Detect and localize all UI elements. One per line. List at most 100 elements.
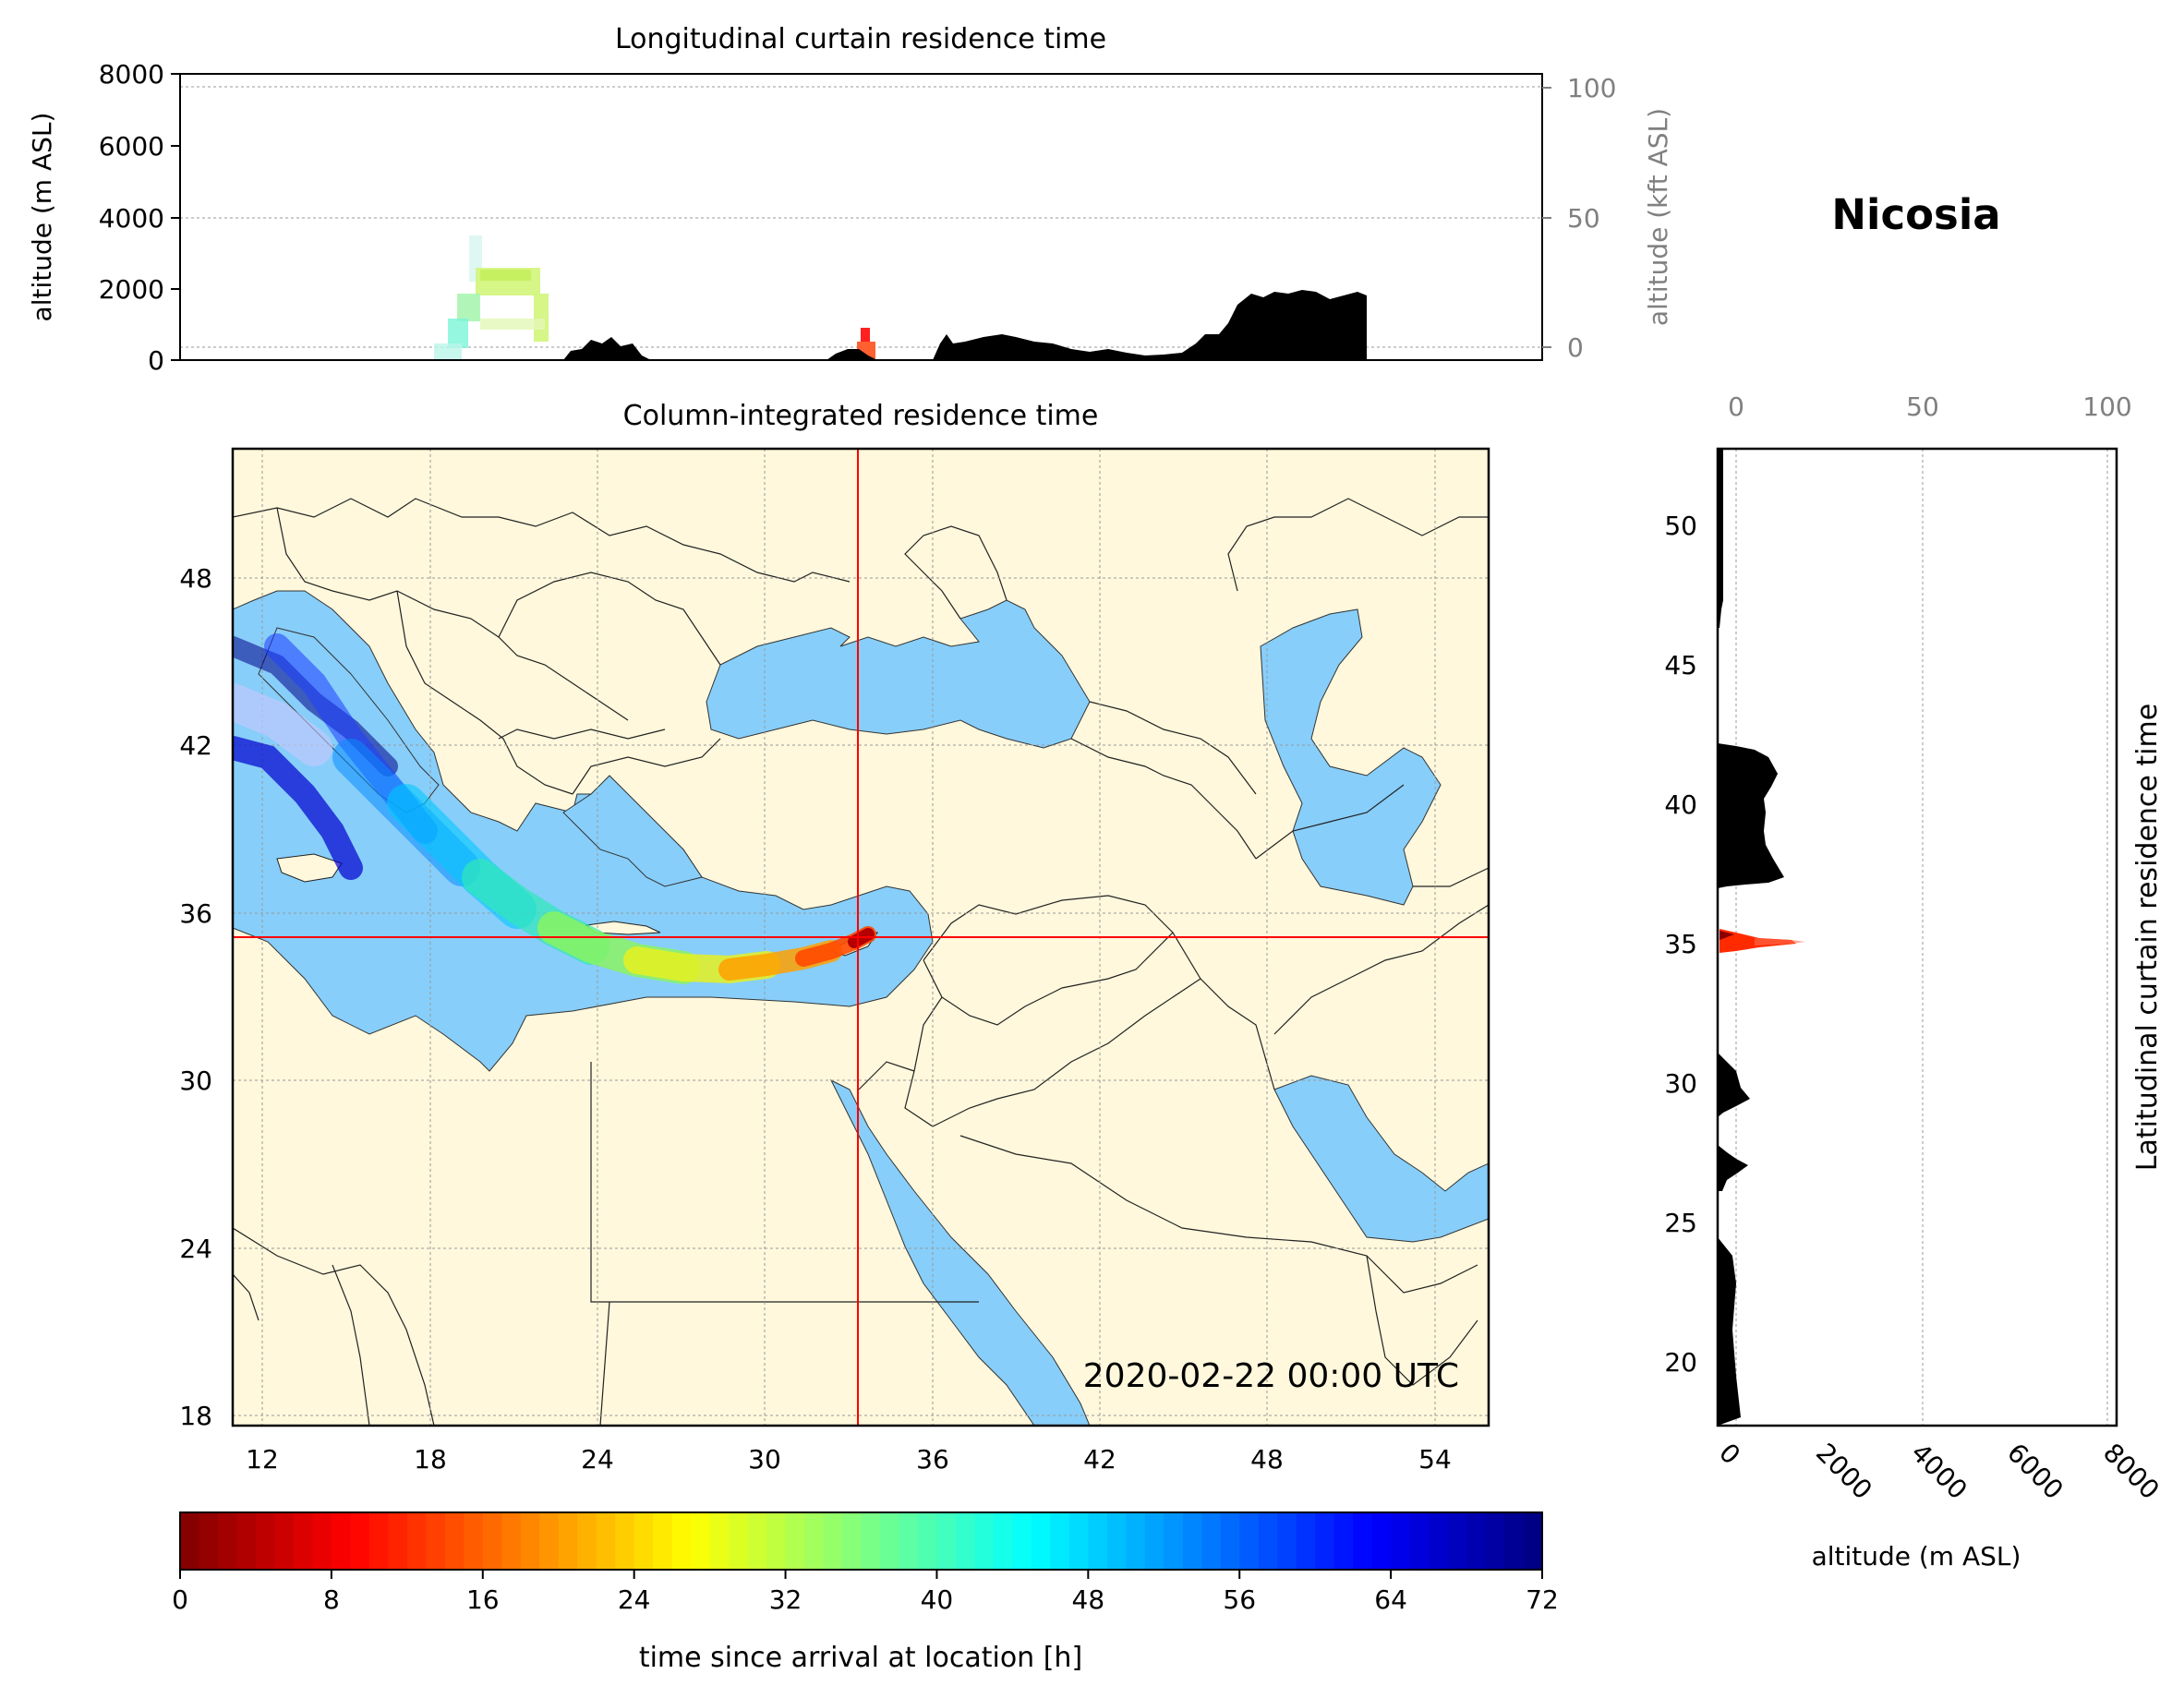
top-ylabel: altitude (m ASL) (27, 113, 57, 322)
side-xtick-top-label: 50 (1906, 391, 1939, 422)
colorbar-block (1485, 1512, 1505, 1570)
colorbar-block (1466, 1512, 1487, 1570)
datetime-label: 2020-02-22 00:00 UTC (1083, 1357, 1459, 1395)
longitudinal-curtain-yaxis: 0 2000 4000 6000 8000 altitude (m ASL) (27, 59, 180, 376)
side-ytick-label: 25 (1664, 1208, 1697, 1238)
colorbar-block (653, 1512, 673, 1570)
colorbar-block (993, 1512, 1013, 1570)
colorbar-block (199, 1512, 219, 1570)
map-xaxis: 12 18 24 30 36 42 48 54 (246, 1444, 1452, 1475)
curtain-plume-cell (480, 319, 545, 330)
colorbar-block (936, 1512, 957, 1570)
colorbar-tick-label: 72 (1526, 1584, 1559, 1615)
column-integrated-panel: Column-integrated residence time (179, 400, 1490, 1475)
map-ytick-label: 18 (179, 1401, 212, 1431)
colorbar-tick-label: 32 (769, 1584, 802, 1615)
colorbar-block (691, 1512, 711, 1570)
colorbar-block (1012, 1512, 1032, 1570)
colorbar-block (899, 1512, 919, 1570)
top-ytick-right-label: 100 (1567, 73, 1616, 103)
colorbar-block (406, 1512, 427, 1570)
colorbar-block (1088, 1512, 1108, 1570)
colorbar-block (1277, 1512, 1297, 1570)
colorbar-block (217, 1512, 238, 1570)
map-xtick-label: 54 (1418, 1444, 1452, 1475)
side-xtick-label: 6000 (2001, 1438, 2069, 1506)
colorbar-block (236, 1512, 257, 1570)
colorbar-block (274, 1512, 295, 1570)
map-ytick-label: 42 (179, 730, 212, 761)
colorbar-block (917, 1512, 938, 1570)
colorbar-block (1068, 1512, 1089, 1570)
colorbar-block (1050, 1512, 1070, 1570)
sicily-island (276, 853, 343, 883)
map-yaxis: 18 24 30 36 42 48 (179, 563, 212, 1431)
colorbar-block (823, 1512, 843, 1570)
colorbar-block (350, 1512, 370, 1570)
colorbar-block (1106, 1512, 1127, 1570)
colorbar-block (1353, 1512, 1373, 1570)
map-xtick-label: 36 (916, 1444, 949, 1475)
top-ytick-right-label: 0 (1567, 332, 1584, 363)
colorbar-block (255, 1512, 276, 1570)
colorbar-block (1126, 1512, 1146, 1570)
top-ytick-label: 6000 (99, 131, 164, 162)
curtain-plume-cell (457, 294, 480, 321)
side-terrain (1718, 449, 1784, 1426)
top-ytick-label: 8000 (99, 59, 164, 90)
map-xtick-label: 24 (581, 1444, 614, 1475)
map-xtick-label: 48 (1250, 1444, 1284, 1475)
country-borders (233, 498, 1489, 1426)
colorbar: 0 8 16 24 32 40 48 56 64 72 time since arrival at… (172, 1511, 1559, 1674)
longitudinal-curtain-title: Longitudinal curtain residence time (615, 23, 1106, 55)
side-xtick-top-label: 100 (2082, 391, 2131, 422)
side-xtick-label: 8000 (2097, 1438, 2166, 1506)
location-title: Nicosia (1831, 190, 2000, 239)
colorbar-block (368, 1512, 389, 1570)
colorbar-block (558, 1512, 578, 1570)
colorbar-block (1371, 1512, 1392, 1570)
colorbar-tick-label: 24 (618, 1584, 651, 1615)
colorbar-block (1333, 1512, 1354, 1570)
colorbar-tick-label: 56 (1223, 1584, 1256, 1615)
side-ytick-label: 30 (1664, 1068, 1697, 1099)
colorbar-block (426, 1512, 446, 1570)
side-xtick-label: 2000 (1810, 1438, 1878, 1506)
map-ytick-label: 30 (179, 1066, 212, 1096)
colorbar-block (842, 1512, 863, 1570)
red-sea (829, 1078, 1091, 1426)
colorbar-block (1447, 1512, 1467, 1570)
side-xaxis: 0 2000 4000 6000 8000 altitude (m ASL) (1713, 1438, 2166, 1572)
colorbar-block (1523, 1512, 1543, 1570)
side-ytick-label: 20 (1664, 1347, 1697, 1378)
latitudinal-curtain-panel: 0 50 100 20 25 30 35 40 45 50 0 2000 400… (1664, 391, 2165, 1572)
colorbar-block (1201, 1512, 1222, 1570)
colorbar-block (729, 1512, 749, 1570)
colorbar-block (520, 1512, 540, 1570)
column-integrated-title: Column-integrated residence time (623, 400, 1099, 432)
colorbar-block (1220, 1512, 1240, 1570)
colorbar-label: time since arrival at location [h] (639, 1642, 1082, 1674)
colorbar-tick-label: 8 (323, 1584, 340, 1615)
top-ytick-label: 4000 (99, 203, 164, 234)
colorbar-block (766, 1512, 787, 1570)
side-yaxis: 20 25 30 35 40 45 50 (1664, 511, 1697, 1378)
colorbar-block (444, 1512, 465, 1570)
colorbar-block (312, 1512, 332, 1570)
colorbar-block (577, 1512, 597, 1570)
top-ytick-right-label: 50 (1567, 203, 1600, 234)
colorbar-block (464, 1512, 484, 1570)
colorbar-block (633, 1512, 654, 1570)
colorbar-block (539, 1512, 560, 1570)
colorbar-blocks (180, 1512, 1543, 1570)
side-plume-tail (1755, 938, 1805, 945)
colorbar-block (1391, 1512, 1411, 1570)
colorbar-block (1258, 1512, 1278, 1570)
curtain-plume-cell (480, 270, 531, 281)
colorbar-block (879, 1512, 900, 1570)
colorbar-block (974, 1512, 995, 1570)
colorbar-block (785, 1512, 805, 1570)
side-ytick-label: 35 (1664, 929, 1697, 959)
colorbar-tick-label: 48 (1072, 1584, 1105, 1615)
